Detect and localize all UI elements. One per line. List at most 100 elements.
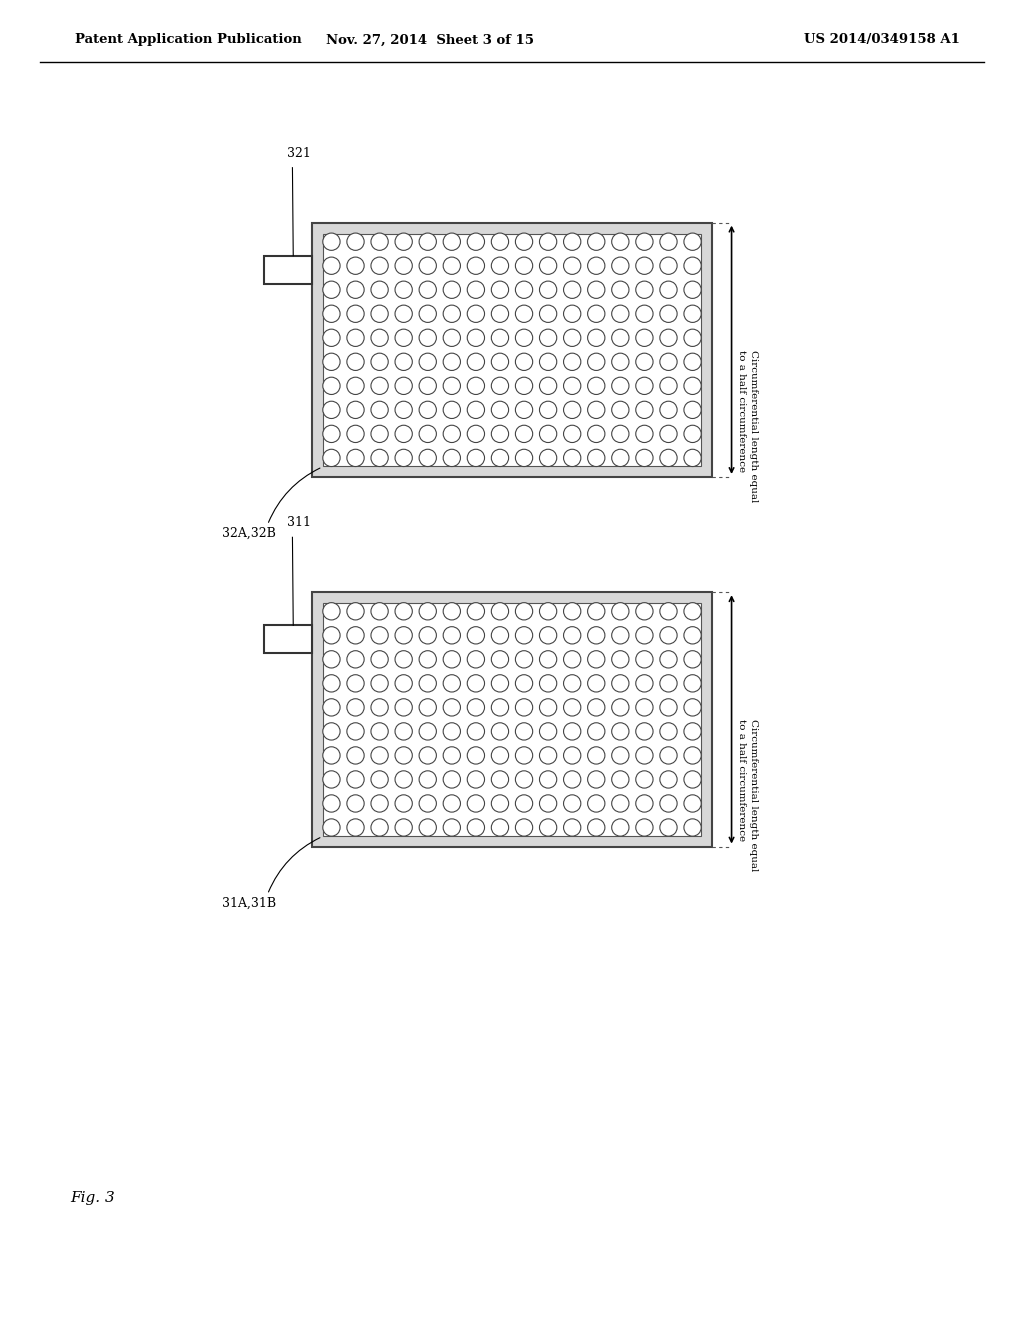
- Circle shape: [347, 401, 365, 418]
- Circle shape: [515, 425, 532, 442]
- Circle shape: [563, 305, 581, 322]
- Circle shape: [395, 378, 413, 395]
- Circle shape: [540, 818, 557, 836]
- Circle shape: [467, 401, 484, 418]
- Circle shape: [419, 354, 436, 371]
- Circle shape: [419, 425, 436, 442]
- Circle shape: [540, 305, 557, 322]
- Circle shape: [684, 234, 701, 251]
- Circle shape: [443, 449, 461, 466]
- Circle shape: [467, 257, 484, 275]
- Circle shape: [419, 603, 436, 620]
- Text: Patent Application Publication: Patent Application Publication: [75, 33, 302, 46]
- Circle shape: [563, 627, 581, 644]
- Circle shape: [467, 627, 484, 644]
- Circle shape: [540, 627, 557, 644]
- Circle shape: [467, 795, 484, 812]
- Circle shape: [371, 378, 388, 395]
- Circle shape: [611, 425, 629, 442]
- Circle shape: [611, 329, 629, 346]
- Circle shape: [659, 818, 677, 836]
- Circle shape: [492, 378, 509, 395]
- Circle shape: [419, 675, 436, 692]
- Circle shape: [492, 401, 509, 418]
- Circle shape: [515, 675, 532, 692]
- Circle shape: [636, 378, 653, 395]
- Circle shape: [515, 723, 532, 741]
- Circle shape: [443, 723, 461, 741]
- Circle shape: [659, 401, 677, 418]
- Circle shape: [347, 354, 365, 371]
- Circle shape: [492, 818, 509, 836]
- Circle shape: [395, 723, 413, 741]
- Circle shape: [515, 305, 532, 322]
- Circle shape: [492, 354, 509, 371]
- Circle shape: [419, 795, 436, 812]
- Circle shape: [371, 425, 388, 442]
- Circle shape: [588, 354, 605, 371]
- Circle shape: [371, 675, 388, 692]
- Circle shape: [347, 698, 365, 715]
- Circle shape: [492, 305, 509, 322]
- Circle shape: [419, 401, 436, 418]
- Circle shape: [611, 651, 629, 668]
- Circle shape: [492, 795, 509, 812]
- Circle shape: [419, 378, 436, 395]
- Circle shape: [347, 818, 365, 836]
- Circle shape: [443, 257, 461, 275]
- Circle shape: [443, 627, 461, 644]
- Circle shape: [419, 698, 436, 715]
- Circle shape: [371, 603, 388, 620]
- Circle shape: [659, 795, 677, 812]
- Circle shape: [371, 651, 388, 668]
- Circle shape: [347, 603, 365, 620]
- Text: 321: 321: [288, 147, 311, 160]
- Circle shape: [371, 627, 388, 644]
- Circle shape: [563, 401, 581, 418]
- Circle shape: [492, 449, 509, 466]
- Circle shape: [659, 771, 677, 788]
- Circle shape: [563, 329, 581, 346]
- Circle shape: [395, 603, 413, 620]
- Circle shape: [515, 698, 532, 715]
- Circle shape: [588, 651, 605, 668]
- Circle shape: [588, 378, 605, 395]
- Circle shape: [467, 747, 484, 764]
- Circle shape: [611, 603, 629, 620]
- Circle shape: [636, 329, 653, 346]
- Circle shape: [563, 723, 581, 741]
- Circle shape: [419, 329, 436, 346]
- Circle shape: [611, 698, 629, 715]
- Circle shape: [443, 401, 461, 418]
- Circle shape: [588, 698, 605, 715]
- Circle shape: [347, 305, 365, 322]
- Circle shape: [467, 354, 484, 371]
- Circle shape: [419, 627, 436, 644]
- Circle shape: [443, 329, 461, 346]
- Circle shape: [515, 795, 532, 812]
- Circle shape: [467, 818, 484, 836]
- Circle shape: [684, 771, 701, 788]
- Circle shape: [515, 449, 532, 466]
- Circle shape: [684, 818, 701, 836]
- Circle shape: [347, 425, 365, 442]
- Circle shape: [611, 771, 629, 788]
- Circle shape: [684, 747, 701, 764]
- Circle shape: [347, 329, 365, 346]
- Circle shape: [563, 771, 581, 788]
- Circle shape: [515, 627, 532, 644]
- Circle shape: [563, 378, 581, 395]
- Circle shape: [659, 627, 677, 644]
- Circle shape: [467, 651, 484, 668]
- Circle shape: [636, 747, 653, 764]
- Circle shape: [588, 401, 605, 418]
- Circle shape: [419, 771, 436, 788]
- Circle shape: [515, 281, 532, 298]
- Circle shape: [347, 675, 365, 692]
- Circle shape: [540, 354, 557, 371]
- Bar: [264, 626, 312, 653]
- Circle shape: [588, 425, 605, 442]
- Circle shape: [659, 723, 677, 741]
- Circle shape: [611, 281, 629, 298]
- Circle shape: [467, 723, 484, 741]
